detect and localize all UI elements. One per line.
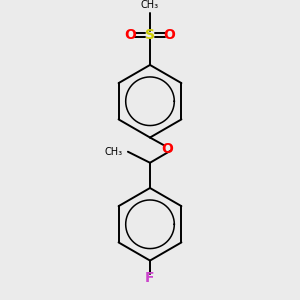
Text: O: O	[164, 28, 175, 42]
Text: CH₃: CH₃	[141, 0, 159, 10]
Text: CH₃: CH₃	[104, 147, 123, 157]
Text: O: O	[124, 28, 136, 42]
Text: O: O	[161, 142, 173, 156]
Text: S: S	[145, 28, 155, 42]
Text: F: F	[145, 271, 155, 285]
